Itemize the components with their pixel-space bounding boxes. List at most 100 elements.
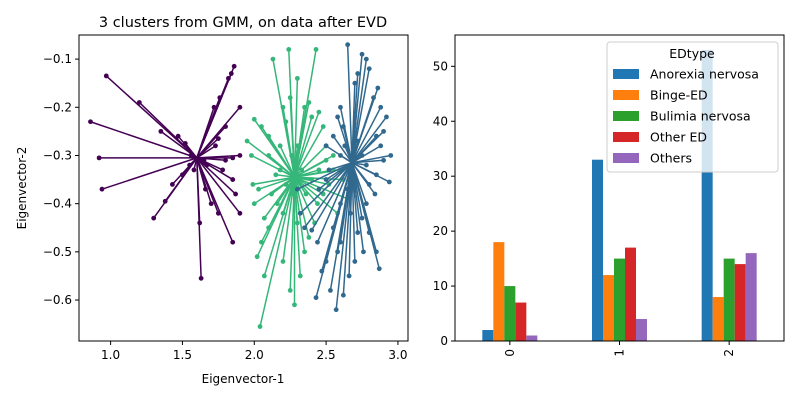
cluster-1-point-1 (313, 47, 319, 52)
cluster-0-point-0 (103, 73, 109, 79)
scatter-y-axis: −0.1 −0.2 −0.3 −0.4 −0.5 −0.6 (43, 52, 79, 307)
cluster-2-point-35 (313, 295, 319, 301)
cluster-0-point-25 (237, 153, 243, 158)
cluster-0-link-19 (196, 157, 241, 214)
cluster-1-point-23 (297, 273, 303, 279)
cluster-0-point-14 (208, 201, 214, 207)
bar-3-0 (515, 302, 527, 341)
cluster-2-point-3 (366, 66, 372, 72)
cluster-1-point-36 (306, 100, 312, 105)
cluster-0-point-21 (230, 177, 236, 182)
cluster-0-link-34 (196, 126, 227, 159)
cluster-1-point-13 (251, 201, 257, 207)
cluster-1-link-8 (268, 135, 296, 178)
cluster-2-point-28 (376, 266, 382, 272)
cluster-1-point-56 (299, 167, 305, 173)
cluster-2-point-15 (381, 128, 386, 134)
cluster-1-link-49 (294, 159, 327, 178)
cluster-1-point-3 (294, 75, 300, 81)
cluster-1-point-55 (294, 143, 300, 149)
cluster-0-point-36 (204, 162, 210, 168)
scatter-x-tick-label-1: 1.5 (173, 348, 192, 362)
bar-series-1 (493, 242, 724, 341)
legend-swatch-3 (613, 132, 639, 142)
cluster-1-point-17 (254, 254, 260, 260)
bar-y-tick-label-5: 50 (433, 59, 448, 73)
cluster-0-link-18 (196, 157, 234, 243)
cluster-1-point-4 (287, 95, 293, 101)
cluster-2-point-7 (371, 95, 376, 101)
cluster-2-link-3 (351, 68, 370, 163)
cluster-2-point-55 (355, 230, 361, 235)
bar-legend: EDtype Anorexia nervosa Binge-ED Bulimia n… (606, 41, 779, 173)
cluster-2-point-38 (315, 239, 320, 245)
cluster-0-link-20 (196, 157, 237, 195)
bar-y-tick-label-2: 20 (433, 224, 448, 238)
bar-0-0 (482, 330, 494, 341)
cluster-1-point-21 (287, 288, 293, 293)
bar-y-tick-label-3: 30 (433, 169, 448, 183)
cluster-2-point-0 (345, 42, 351, 48)
cluster-2-point-40 (302, 225, 307, 231)
cluster-1-point-33 (320, 124, 326, 129)
legend-items: Anorexia nervosa Binge-ED Bulimia nervosa O… (613, 67, 759, 166)
cluster-2-point-29 (361, 249, 366, 255)
bar-3-2 (734, 264, 746, 341)
cluster-2-link-40 (303, 162, 353, 229)
cluster-2-point-43 (316, 186, 322, 192)
cluster-1-link-54 (290, 155, 296, 178)
cluster-0-point-4 (182, 141, 188, 146)
cluster-1-link-45 (293, 177, 299, 223)
cluster-0-point-26 (213, 143, 218, 149)
cluster-1-link-19 (259, 176, 296, 327)
cluster-1-link-50 (294, 169, 341, 178)
cluster-2-point-50 (363, 162, 369, 168)
scatter-y-label: Eigenvector-2 (15, 147, 29, 230)
bar-series-2 (504, 258, 735, 341)
cluster-1-point-27 (315, 201, 320, 207)
scatter-x-label: Eigenvector-1 (202, 372, 285, 386)
bar-y-axis: 0 10 20 30 40 50 (433, 59, 455, 348)
cluster-0-point-18 (230, 239, 236, 245)
bar-2-2 (723, 258, 735, 341)
cluster-1-link-55 (293, 145, 299, 178)
cluster-1-link-41 (275, 174, 295, 178)
cluster-0-point-1 (136, 100, 142, 105)
cluster-1-point-14 (261, 215, 267, 221)
cluster-2-point-25 (359, 215, 365, 221)
legend-swatch-1 (613, 90, 639, 100)
cluster-1-point-49 (323, 157, 329, 163)
scatter-y-tick-label-5: −0.6 (43, 293, 72, 307)
cluster-1-point-39 (277, 143, 283, 149)
cluster-1-link-57 (292, 177, 296, 195)
scatter-panel: 3 clusters from GMM, on data after EVD 1… (15, 15, 409, 386)
cluster-2-link-32 (342, 162, 353, 296)
bar-panel: 0 1 2 0 10 20 30 40 50 EDtype Anorexia nervosa B… (433, 34, 785, 357)
cluster-0-point-23 (223, 157, 228, 163)
cluster-0-point-27 (215, 136, 221, 142)
cluster-1-point-43 (274, 201, 280, 207)
cluster-2-point-42 (294, 186, 300, 192)
cluster-0-link-10 (90, 121, 198, 159)
cluster-1-point-7 (259, 124, 264, 129)
cluster-2-point-24 (363, 201, 369, 207)
cluster-0-point-19 (237, 210, 243, 216)
bar-3-1 (625, 247, 636, 341)
cluster-2-link-54 (349, 162, 353, 214)
cluster-1-point-59 (277, 167, 283, 173)
cluster-2-point-17 (378, 143, 384, 149)
cluster-0-point-9 (151, 215, 157, 221)
cluster-1-point-42 (269, 191, 274, 197)
cluster-2-link-21 (351, 162, 377, 176)
cluster-2-link-58 (336, 162, 353, 252)
cluster-0-link-4 (184, 142, 198, 159)
scatter-plot-area (88, 42, 394, 329)
cluster-2-point-20 (386, 179, 392, 185)
cluster-1-link-35 (293, 116, 313, 178)
cluster-2-point-2 (363, 56, 369, 62)
cluster-2-link-12 (332, 135, 353, 164)
cluster-1-point-5 (280, 104, 286, 110)
cluster-1-point-0 (286, 47, 292, 52)
cluster-1-point-9 (244, 138, 250, 144)
cluster-2-point-47 (342, 143, 348, 149)
